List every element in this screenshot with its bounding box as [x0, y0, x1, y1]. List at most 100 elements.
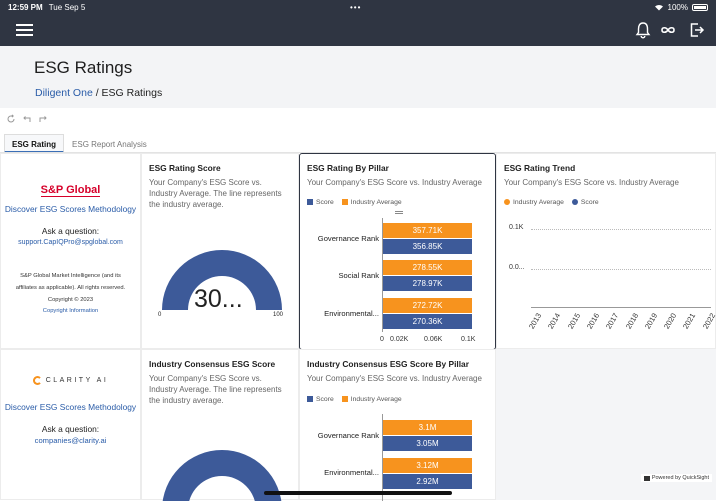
legend-industry[interactable]: Industry Average: [341, 199, 402, 206]
clarity-ai-panel: CLARITY AI Discover ESG Scores Methodolo…: [0, 349, 141, 500]
legend-industry[interactable]: Industry Average: [504, 199, 564, 206]
gauge-max: 100: [273, 312, 284, 318]
legend-score[interactable]: Score: [307, 396, 334, 403]
page-title: ESG Ratings: [34, 58, 133, 77]
gridline: [531, 269, 711, 270]
bar-score[interactable]: 2.92M: [383, 474, 472, 489]
clarity-logo-icon: [32, 376, 42, 385]
status-date: Tue Sep 5: [48, 2, 86, 12]
bar-industry[interactable]: 278.55K: [383, 260, 472, 275]
reset-icon[interactable]: [6, 114, 16, 124]
sp-methodology-link[interactable]: Discover ESG Scores Methodology: [4, 204, 137, 214]
gauge-chart: [162, 450, 282, 501]
sp-disclaimer-line2: affiliates as applicable). All rights re…: [15, 285, 126, 291]
bar-industry[interactable]: 357.71K: [383, 223, 472, 238]
x-tick: 2015: [565, 311, 582, 331]
dashboard-toolbar: [0, 108, 716, 132]
panel-subtitle: Your Company's ESG Score vs. Industry Av…: [307, 178, 482, 187]
y-tick: 0.0...: [509, 264, 525, 271]
sp-disclaimer-line1: S&P Global Market Intelligence (and its: [20, 273, 121, 279]
pillar-label: Governance Rank: [317, 431, 379, 440]
chart-legend: Score Industry Average: [307, 396, 402, 403]
x-tick: 0.06K: [424, 336, 443, 343]
panel-subtitle: Your Company's ESG Score vs. Industry Av…: [149, 178, 282, 209]
clarity-ask-label: Ask a question:: [41, 424, 100, 434]
x-tick: 2018: [623, 311, 640, 331]
x-tick: 2021: [681, 311, 698, 331]
sp-copyright: Copyright © 2023: [47, 297, 94, 303]
tab-esg-report-analysis[interactable]: ESG Report Analysis: [72, 140, 147, 149]
x-tick: 2013: [527, 311, 544, 331]
legend-industry[interactable]: Industry Average: [341, 396, 402, 403]
panel-subtitle: Your Company's ESG Score vs. Industry Av…: [149, 374, 282, 405]
redo-icon[interactable]: [38, 114, 48, 124]
breadcrumb: Diligent One / ESG Ratings: [35, 87, 162, 99]
legend-score[interactable]: Score: [571, 199, 599, 206]
pillar-label: Environmental...: [324, 309, 379, 318]
powered-by-quicksight: Powered by QuickSight: [640, 474, 712, 482]
sp-support-email[interactable]: support.CapIQPro@spglobal.com: [18, 239, 123, 246]
sp-global-panel: S&P Global Discover ESG Scores Methodolo…: [0, 153, 141, 349]
x-tick: 2019: [642, 311, 659, 331]
pillar-label: Social Rank: [338, 271, 379, 280]
x-tick: 0.02K: [390, 336, 409, 343]
clarity-methodology-link[interactable]: Discover ESG Scores Methodology: [4, 402, 137, 412]
wifi-icon: [654, 4, 663, 11]
status-time: 12:59 PM: [8, 2, 43, 12]
x-tick: 0: [380, 336, 384, 343]
pillar-label: Environmental...: [324, 468, 379, 477]
tab-esg-rating[interactable]: ESG Rating: [4, 134, 65, 153]
panel-title: Industry Consensus ESG Score By Pillar: [307, 359, 469, 369]
quicksight-icon: [643, 475, 650, 481]
breadcrumb-home-link[interactable]: Diligent One: [35, 87, 93, 99]
breadcrumb-current: ESG Ratings: [101, 87, 163, 99]
panel-title: Industry Consensus ESG Score: [149, 359, 276, 369]
gauge-chart: [162, 250, 282, 310]
y-axis-line: [382, 414, 383, 501]
x-tick: 0.1K: [461, 336, 476, 343]
clarity-ai-logo: CLARITY AI: [45, 377, 109, 384]
x-tick: 2017: [604, 311, 621, 331]
bar-score[interactable]: 278.97K: [383, 276, 472, 291]
gauge-arc: [162, 450, 282, 501]
legend-score[interactable]: Score: [307, 199, 334, 206]
panel-title: ESG Rating Trend: [504, 163, 576, 173]
clarity-support-email[interactable]: companies@clarity.ai: [34, 436, 107, 445]
infinity-icon[interactable]: [659, 21, 677, 39]
sp-ask-label: Ask a question:: [41, 226, 100, 236]
esg-rating-trend-panel: ESG Rating Trend Your Company's ESG Scor…: [496, 153, 716, 349]
bar-industry[interactable]: 272.72K: [383, 298, 472, 313]
sheet-tabs: ESG Rating ESG Report Analysis: [4, 134, 155, 153]
gauge-min: 0: [158, 312, 162, 318]
gridline: [531, 229, 711, 230]
bar-score[interactable]: 3.05M: [383, 436, 472, 451]
consensus-score-panel: Industry Consensus ESG Score Your Compan…: [141, 349, 299, 501]
page-header: ESG Ratings Diligent One / ESG Ratings: [0, 46, 716, 108]
panel-title: ESG Rating Score: [149, 163, 221, 173]
multitask-dots[interactable]: •••: [350, 2, 362, 12]
bar-score[interactable]: 270.36K: [383, 314, 472, 329]
x-tick: 2022: [700, 311, 716, 331]
esg-rating-score-panel: ESG Rating Score Your Company's ESG Scor…: [141, 153, 299, 349]
battery-percent: 100%: [667, 2, 688, 12]
chart-legend: Industry Average Score: [504, 199, 599, 206]
x-tick: 2014: [546, 311, 563, 331]
panel-subtitle: Your Company's ESG Score vs. Industry Av…: [504, 178, 679, 187]
undo-icon[interactable]: [22, 114, 32, 124]
drag-handle-icon[interactable]: [395, 211, 403, 214]
bell-icon[interactable]: [634, 21, 652, 39]
top-navigation: [0, 14, 716, 46]
bar-industry[interactable]: 3.1M: [383, 420, 472, 435]
sp-copyright-link[interactable]: Copyright Information: [42, 308, 99, 314]
panel-title: ESG Rating By Pillar: [307, 163, 389, 173]
home-indicator[interactable]: [264, 491, 452, 495]
bar-industry[interactable]: 3.12M: [383, 458, 472, 473]
logout-icon[interactable]: [688, 21, 706, 39]
breadcrumb-separator: /: [92, 87, 102, 99]
gauge-value: 30...: [194, 285, 243, 313]
menu-icon[interactable]: [16, 24, 33, 36]
status-bar: 12:59 PM Tue Sep 5 ••• 100%: [0, 0, 716, 14]
y-axis-line: [382, 218, 383, 332]
bar-score[interactable]: 356.85K: [383, 239, 472, 254]
esg-rating-by-pillar-panel[interactable]: ESG Rating By Pillar Your Company's ESG …: [299, 153, 496, 350]
